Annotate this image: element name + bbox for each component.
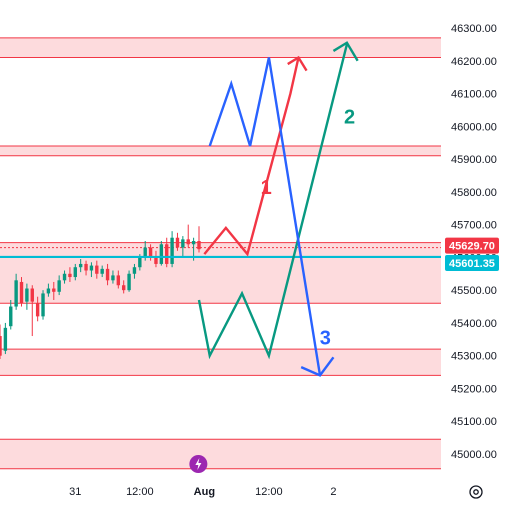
- candle-body: [111, 275, 115, 281]
- time-axis[interactable]: 31 12:00 Aug 12:00 2: [0, 470, 511, 507]
- time-tick-label: 2: [330, 486, 336, 498]
- candle-body: [105, 268, 110, 281]
- price-tick-label: 45400.00: [451, 318, 497, 330]
- candle-body: [100, 268, 104, 274]
- scenario-3-path: [208, 57, 322, 376]
- candle-body: [95, 265, 99, 274]
- candle-body: [9, 306, 13, 327]
- price-tick-label: 45200.00: [451, 383, 497, 395]
- price-tick-label: 45900.00: [451, 154, 497, 166]
- price-tag-2-label: 45601.35: [449, 258, 495, 270]
- candle-body: [148, 247, 153, 258]
- candle-body: [191, 241, 196, 245]
- price-tick-label: 45700.00: [451, 220, 497, 232]
- zone-5: [0, 439, 441, 469]
- scenario-3-label: 3: [320, 328, 331, 350]
- scenario-3-arrowhead: [300, 356, 335, 377]
- scenario-1-arrowhead: [287, 55, 308, 72]
- time-axis-background: [0, 470, 511, 507]
- price-tick-label: 45300.00: [451, 351, 497, 363]
- candle-body: [78, 263, 83, 268]
- candle-body: [46, 288, 51, 294]
- gear-outer: [469, 485, 483, 499]
- price-tick-label: 45100.00: [451, 416, 497, 428]
- time-tick-label: 31: [69, 486, 81, 498]
- candle-body: [14, 280, 18, 307]
- price-tag-1: [445, 237, 499, 254]
- zone-2: [0, 145, 441, 156]
- candle-body: [116, 275, 121, 286]
- scenario-arrows-layer: 1 2 3: [197, 41, 359, 377]
- zone-4: [0, 349, 441, 376]
- candle-body: [143, 247, 147, 258]
- price-tick-label: 45800.00: [451, 187, 497, 199]
- price-tick-label: 46100.00: [451, 89, 497, 101]
- zone-3: [0, 242, 441, 304]
- candle-body: [3, 327, 8, 351]
- scenario-1-label: 1: [261, 177, 272, 199]
- candle-body: [35, 303, 40, 317]
- time-tick-label: 12:00: [126, 486, 154, 498]
- price-tick-label: 46300.00: [451, 23, 497, 35]
- candle-body: [186, 239, 190, 245]
- candle-body: [30, 288, 34, 302]
- time-tick-label: 12:00: [255, 486, 283, 498]
- price-axis-background: [441, 0, 511, 470]
- candle-body: [132, 267, 137, 274]
- scenario-2-label: 2: [344, 106, 355, 128]
- candle-body: [121, 285, 126, 291]
- candle-body: [159, 244, 164, 264]
- candle-body: [84, 263, 88, 271]
- scenario-2-path: [197, 44, 349, 360]
- price-axis[interactable]: 45000.00 45100.00 45200.00 45300.00 45400.00…: [441, 0, 511, 470]
- candle-body: [73, 267, 77, 278]
- candle-body: [68, 273, 72, 278]
- candles-layer: [0, 224, 201, 359]
- price-tick-label: 45000.00: [451, 449, 497, 461]
- candle-body: [19, 281, 24, 304]
- candle-body: [165, 244, 169, 264]
- zone-1: [0, 37, 441, 58]
- candle-body: [41, 293, 45, 317]
- candle-body: [89, 265, 94, 271]
- price-tag-2: [445, 254, 499, 271]
- candle-body: [175, 237, 180, 248]
- candle-body: [52, 288, 56, 292]
- candle-body: [154, 257, 158, 264]
- price-tick-label: 46000.00: [451, 121, 497, 133]
- candle-body: [0, 336, 2, 356]
- candle-body: [181, 239, 185, 248]
- price-tick-label: 46200.00: [451, 56, 497, 68]
- scenario-1-path: [203, 57, 300, 257]
- candle-body: [138, 257, 142, 268]
- scenario-2-arrowhead: [332, 41, 359, 62]
- lightning-time-marker[interactable]: [189, 455, 208, 473]
- candle-body: [197, 241, 201, 250]
- gear-icon[interactable]: [469, 485, 483, 499]
- lightning-icon: [195, 458, 202, 470]
- candle-body: [62, 273, 67, 281]
- candle-body: [127, 273, 131, 291]
- candle-body: [25, 288, 29, 302]
- candle-body: [170, 237, 174, 264]
- gear-inner: [473, 489, 479, 495]
- zones-layer: [0, 37, 441, 470]
- price-tick-label: 45500.00: [451, 285, 497, 297]
- price-tag-1-label: 45629.70: [449, 241, 495, 253]
- time-tick-label: Aug: [194, 486, 215, 498]
- candle-body: [57, 280, 61, 292]
